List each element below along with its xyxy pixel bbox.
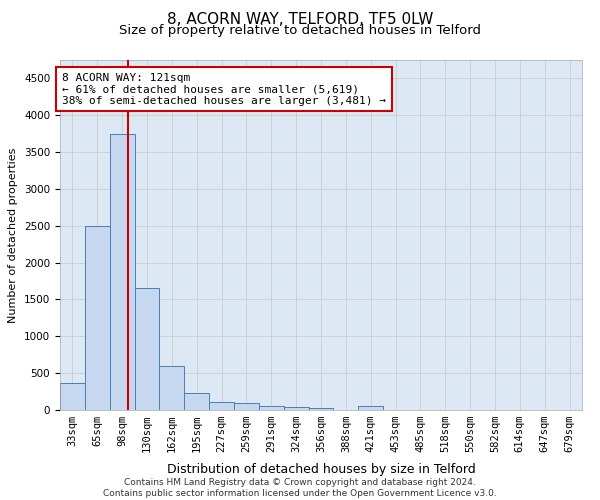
Bar [85,226,110,410]
X-axis label: Distribution of detached houses by size in Telford: Distribution of detached houses by size … [167,464,475,476]
Y-axis label: Number of detached properties: Number of detached properties [8,148,19,322]
Bar [358,406,383,410]
Text: 8 ACORN WAY: 121sqm
← 61% of detached houses are smaller (5,619)
38% of semi-det: 8 ACORN WAY: 121sqm ← 61% of detached ho… [62,72,386,106]
Bar [60,382,85,410]
Bar [259,406,284,410]
Bar [234,404,259,410]
Bar [110,134,134,410]
Bar [209,402,234,410]
Bar [308,408,334,410]
Bar [284,407,308,410]
Bar [134,288,160,410]
Bar [160,366,184,410]
Bar [184,393,209,410]
Text: Size of property relative to detached houses in Telford: Size of property relative to detached ho… [119,24,481,37]
Text: Contains HM Land Registry data © Crown copyright and database right 2024.
Contai: Contains HM Land Registry data © Crown c… [103,478,497,498]
Text: 8, ACORN WAY, TELFORD, TF5 0LW: 8, ACORN WAY, TELFORD, TF5 0LW [167,12,433,28]
